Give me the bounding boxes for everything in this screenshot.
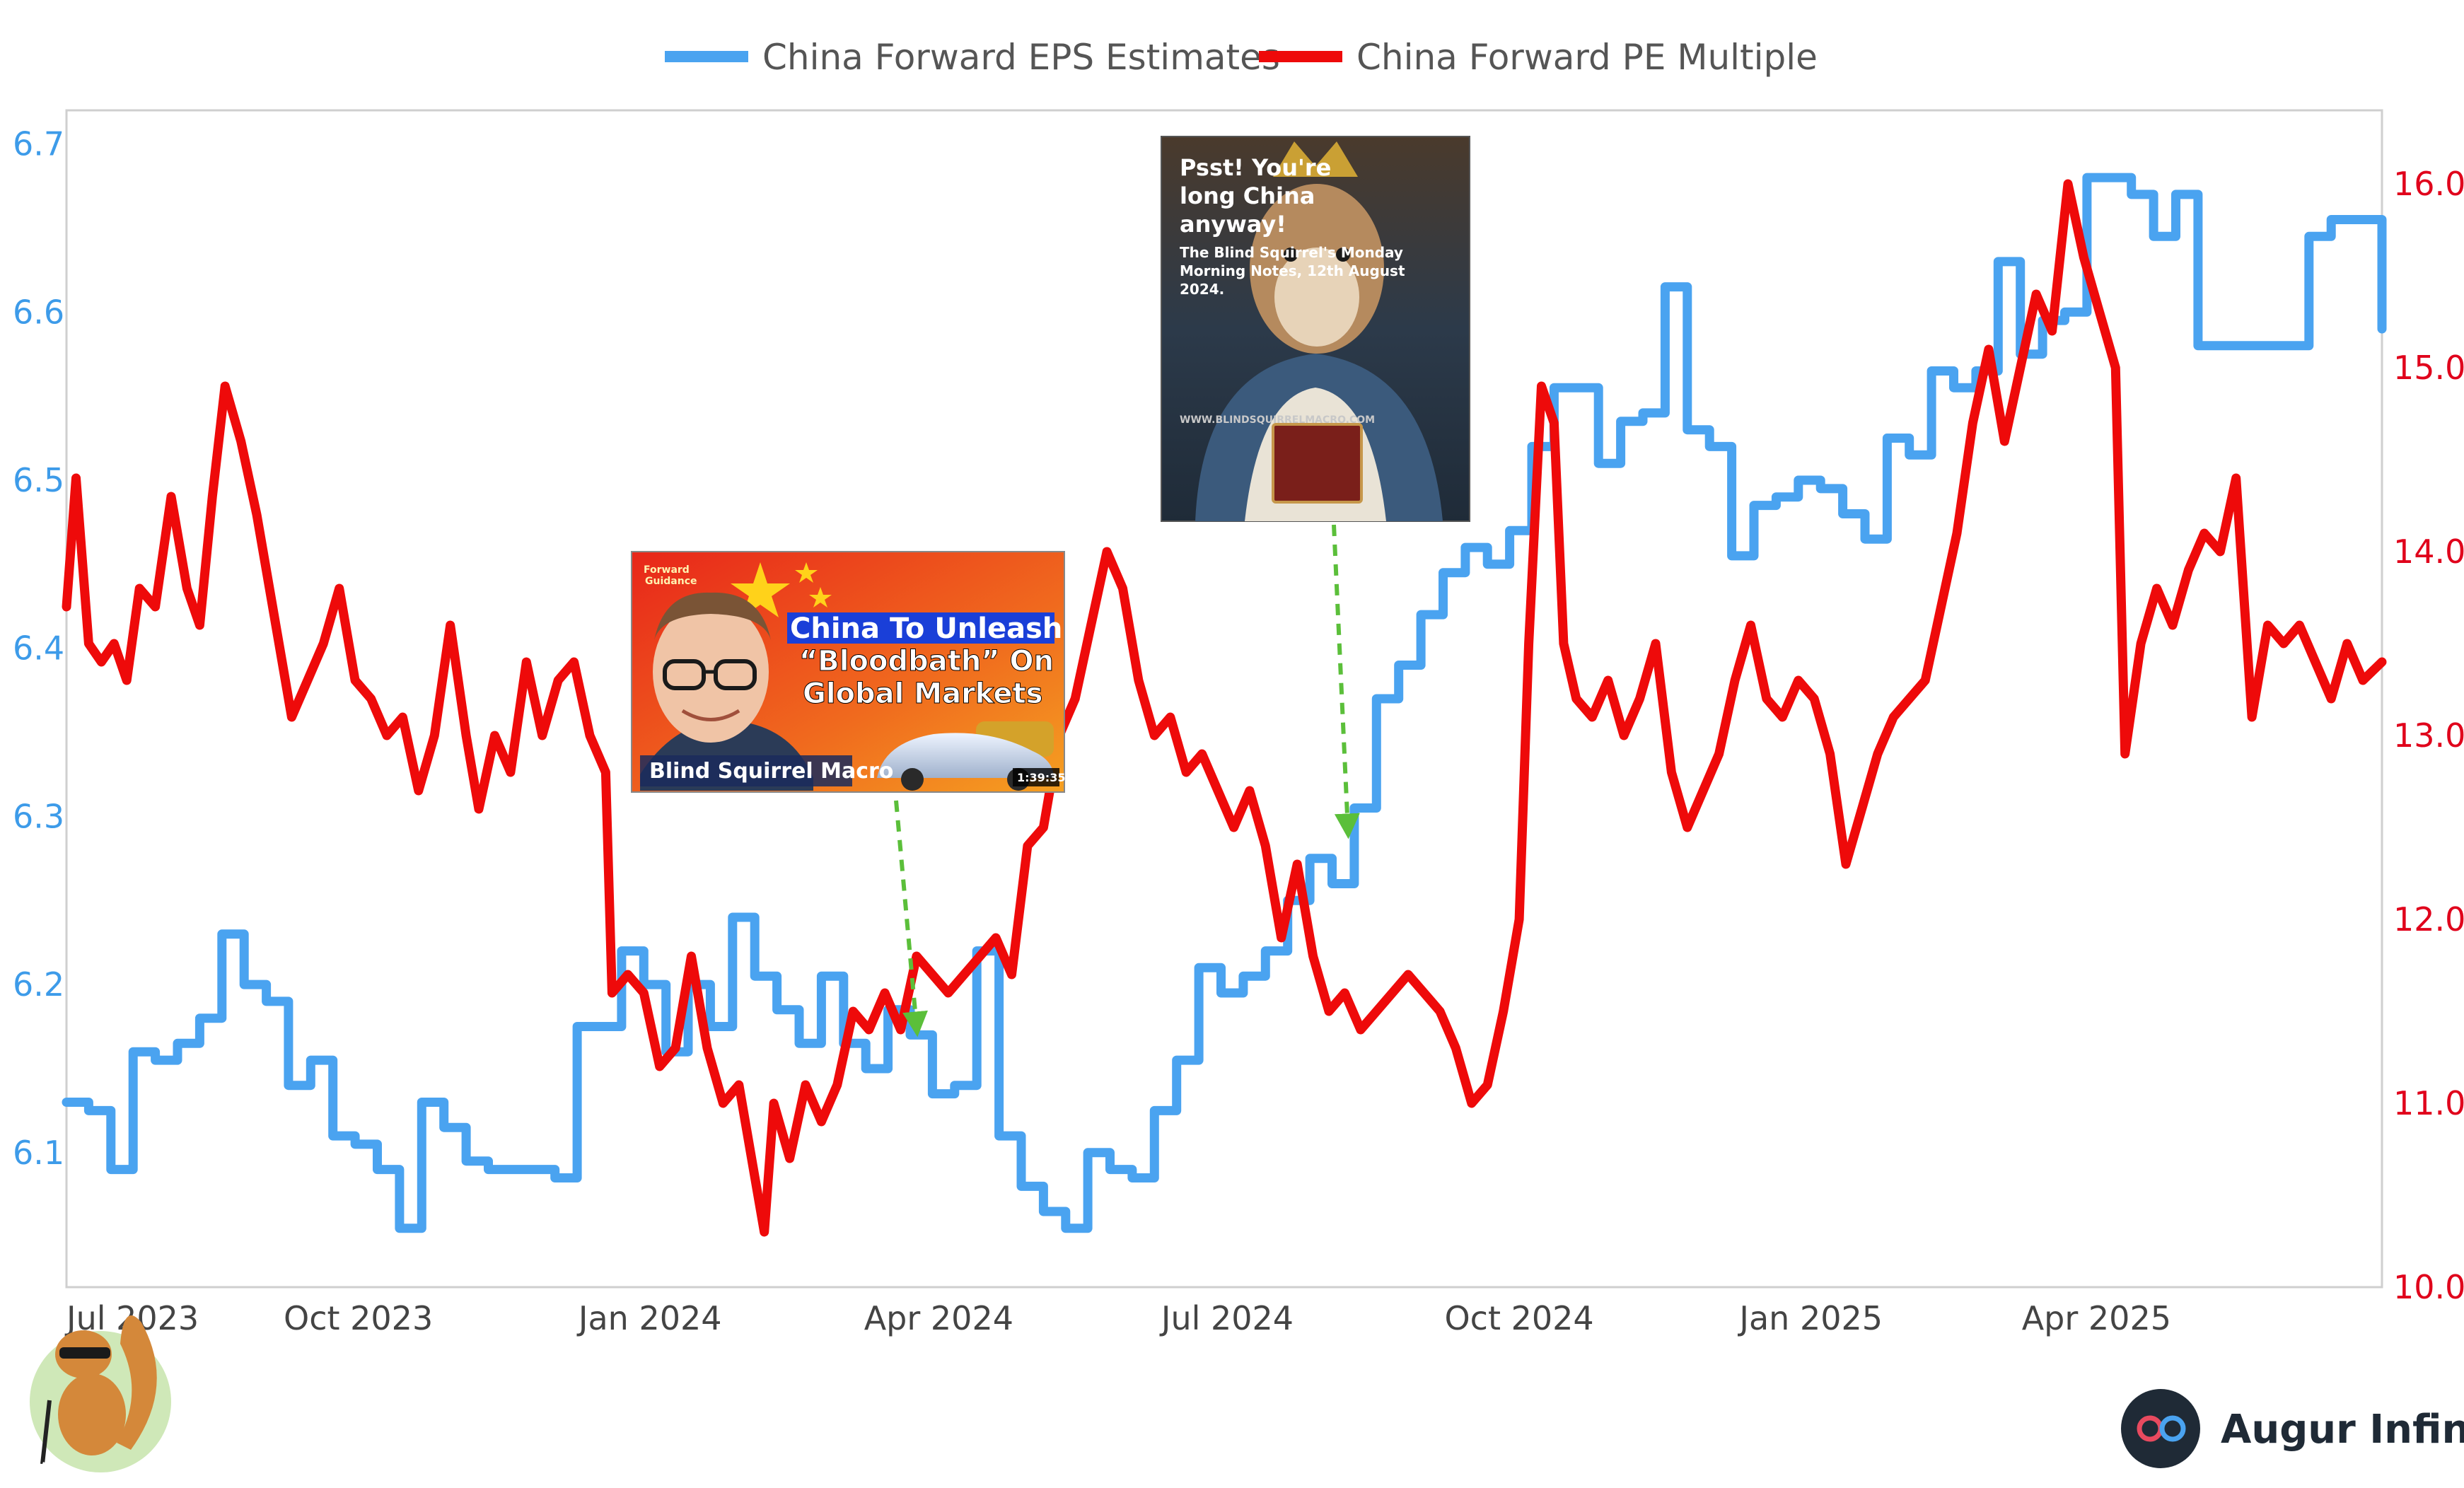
notes-thumbnail: Psst! You're long China anyway! The Blin… (1161, 136, 1470, 522)
x-tick-label: Apr 2025 (2022, 1299, 2171, 1337)
car-illustration (877, 721, 1054, 791)
series-pe (62, 179, 2387, 1237)
flag-star-icon (731, 562, 790, 617)
legend: China Forward EPS Estimates China Forwar… (665, 37, 1818, 78)
book-icon (1272, 423, 1363, 504)
thumb-duration-bg (1013, 768, 1059, 786)
x-tick-label: Oct 2023 (284, 1299, 433, 1337)
x-tick-label: Apr 2024 (864, 1299, 1013, 1337)
y-axis-right: 10.0 11.0 12.0 13.0 14.0 15.0 16.0 (2393, 165, 2464, 1306)
x-axis: Jul 2023 Oct 2023 Jan 2024 Apr 2024 Jul 2024… (64, 1299, 2171, 1337)
x-tick-label: Jul 2024 (1159, 1299, 1294, 1337)
notes-website: WWW.BLINDSQUIRRELMACRO.COM (1180, 414, 1375, 426)
notes-subtitle-line-2: Morning Notes, 12th August (1180, 262, 1405, 279)
y-right-tick-label: 16.0 (2393, 165, 2464, 203)
y-right-tick-label: 10.0 (2393, 1268, 2464, 1306)
x-tick-label: Jan 2025 (1737, 1299, 1883, 1337)
infinity-icon (2137, 1415, 2186, 1442)
thumb-duration: 1:39:35 (1017, 771, 1065, 784)
y-axis-left: 6.1 6.2 6.3 6.4 6.5 6.6 6.7 (13, 125, 64, 1172)
y-left-tick-label: 6.5 (13, 461, 64, 499)
notes-title-line-2: long China (1180, 182, 1315, 209)
y-left-tick-label: 6.2 (13, 965, 64, 1004)
thumb-title-bg (787, 612, 1054, 644)
x-tick-label: Jan 2024 (576, 1299, 722, 1337)
y-left-tick-label: 6.6 (13, 293, 64, 331)
series-layer (62, 173, 2387, 1237)
notes-subtitle-line-3: 2024. (1180, 281, 1224, 298)
squirrel-mascot-icon (30, 1315, 171, 1472)
thumb-corner-tag-2: Guidance (645, 576, 697, 587)
y-right-tick-label: 14.0 (2393, 533, 2464, 571)
legend-label-eps: China Forward EPS Estimates (762, 37, 1280, 78)
y-left-tick-label: 6.1 (13, 1134, 64, 1172)
thumb-title-line-2: “Bloodbath” On (799, 645, 1054, 678)
thumb-title-line-3: Global Markets (803, 678, 1042, 710)
brand-logo: Augur Infinity (2121, 1389, 2464, 1468)
brand-name: Augur Infinity (2221, 1407, 2464, 1453)
y-right-tick-label: 11.0 (2393, 1084, 2464, 1122)
thumb-title-line-1: China To Unleash (790, 612, 1062, 645)
notes-title-line-3: anyway! (1180, 211, 1286, 238)
legend-label-pe: China Forward PE Multiple (1356, 37, 1818, 78)
y-right-tick-label: 15.0 (2393, 349, 2464, 387)
y-left-tick-label: 6.4 (13, 629, 64, 668)
annotation-arrow-video (894, 800, 928, 1037)
annotation-arrows (894, 524, 1360, 1037)
thumb-channel-bg (640, 755, 852, 786)
series-line (62, 173, 2387, 1233)
flag-star-small-icon (809, 587, 832, 608)
y-right-tick-label: 12.0 (2393, 900, 2464, 938)
notes-title-line-1: Psst! You're (1180, 154, 1331, 181)
notes-subtitle-line-1: The Blind Squirrel's Monday (1180, 244, 1403, 261)
squirrel-emperor-portrait (1195, 141, 1443, 521)
flag-star-small-icon (795, 562, 818, 583)
y-right-tick-label: 13.0 (2393, 716, 2464, 755)
y-left-tick-label: 6.7 (13, 125, 64, 163)
series-line (62, 179, 2387, 1237)
y-left-tick-label: 6.3 (13, 797, 64, 835)
thumb-corner-tag: Forward (644, 564, 690, 576)
annotation-arrow-notes (1332, 524, 1360, 839)
plot-frame (65, 109, 2383, 1289)
series-eps (62, 173, 2387, 1233)
video-thumbnail: Forward Guidance China To Unleash “Blood… (631, 551, 1065, 793)
thumb-channel-label: Blind Squirrel Macro (649, 759, 893, 784)
x-tick-label: Oct 2024 (1444, 1299, 1593, 1337)
